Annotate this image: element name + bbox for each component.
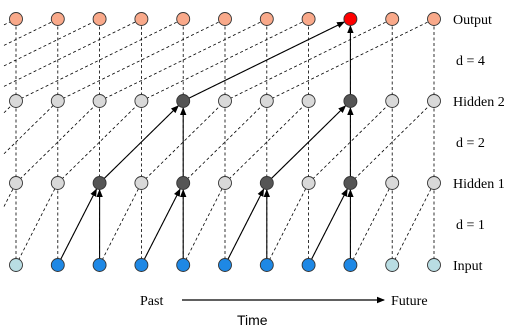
output-node <box>259 12 274 26</box>
dashed-edge <box>266 182 309 266</box>
dashed-edge <box>182 182 226 266</box>
hidden2-node <box>427 94 441 108</box>
inactive-connections <box>3 18 435 266</box>
hidden1-node <box>9 176 23 190</box>
hidden2-node <box>385 94 400 108</box>
input-node <box>301 258 316 272</box>
dilation-4-label: d = 4 <box>456 54 485 69</box>
dashed-edge <box>3 100 17 114</box>
network-nodes <box>9 12 441 272</box>
input-node <box>134 258 149 272</box>
dashed-edge <box>57 18 226 102</box>
dashed-edge <box>99 18 267 102</box>
hidden1-node <box>134 176 149 190</box>
active-edge <box>143 188 181 260</box>
dashed-edge <box>141 18 309 102</box>
input-node <box>92 258 107 272</box>
input-node <box>385 258 400 272</box>
hidden2-node <box>218 94 232 108</box>
dashed-edge <box>3 18 142 87</box>
dashed-edge <box>350 182 393 266</box>
dashed-edge <box>3 18 100 67</box>
output-node <box>9 12 23 26</box>
input-node <box>50 258 65 272</box>
dashed-edge <box>391 182 435 266</box>
dashed-edge <box>15 18 184 102</box>
dilation-2-label: d = 2 <box>456 136 485 151</box>
hidden1-node <box>385 176 400 190</box>
input-node <box>176 258 191 272</box>
active-edge <box>227 188 265 260</box>
input-node <box>427 258 441 272</box>
dashed-edge <box>224 18 393 102</box>
dashed-edge <box>15 182 59 266</box>
output-node <box>427 12 441 26</box>
hidden2-node <box>301 94 316 108</box>
input-node <box>218 258 232 272</box>
dashed-edge <box>266 18 435 102</box>
hidden1-node <box>259 176 274 190</box>
hidden1-node <box>343 176 358 190</box>
time-label: Time <box>237 312 268 328</box>
dashed-edge <box>3 18 58 46</box>
hidden2-node <box>92 94 107 108</box>
dilation-1-label: d = 1 <box>456 218 485 233</box>
hidden1-node <box>301 176 316 190</box>
hidden2-node <box>176 94 191 108</box>
output-node <box>343 12 358 26</box>
output-node <box>385 12 400 26</box>
hidden2-node <box>50 94 65 108</box>
output-node <box>50 12 65 26</box>
active-edge <box>271 105 347 179</box>
dashed-edge <box>3 100 59 155</box>
hidden1-node <box>92 176 107 190</box>
hidden2-layer-label: Hidden 2 <box>453 95 505 110</box>
dashed-edge <box>99 182 142 266</box>
hidden1-node <box>50 176 65 190</box>
active-edge <box>60 188 97 260</box>
hidden1-layer-label: Hidden 1 <box>453 177 505 192</box>
output-node <box>301 12 316 26</box>
hidden1-node <box>218 176 232 190</box>
input-layer-label: Input <box>453 259 483 274</box>
output-layer-label: Output <box>453 13 492 28</box>
output-node <box>176 12 191 26</box>
hidden2-node <box>134 94 149 108</box>
hidden1-node <box>427 176 441 190</box>
input-node <box>9 258 23 272</box>
input-node <box>259 258 274 272</box>
active-connections <box>60 21 354 260</box>
future-label: Future <box>391 294 428 309</box>
hidden1-node <box>176 176 191 190</box>
active-edge <box>188 21 346 99</box>
past-label: Past <box>140 294 163 309</box>
active-edge <box>311 188 348 260</box>
hidden2-node <box>343 94 358 108</box>
output-node <box>92 12 107 26</box>
hidden2-node <box>9 94 23 108</box>
active-edge <box>103 105 179 179</box>
output-node <box>134 12 149 26</box>
output-node <box>218 12 232 26</box>
hidden2-node <box>259 94 274 108</box>
input-node <box>343 258 358 272</box>
